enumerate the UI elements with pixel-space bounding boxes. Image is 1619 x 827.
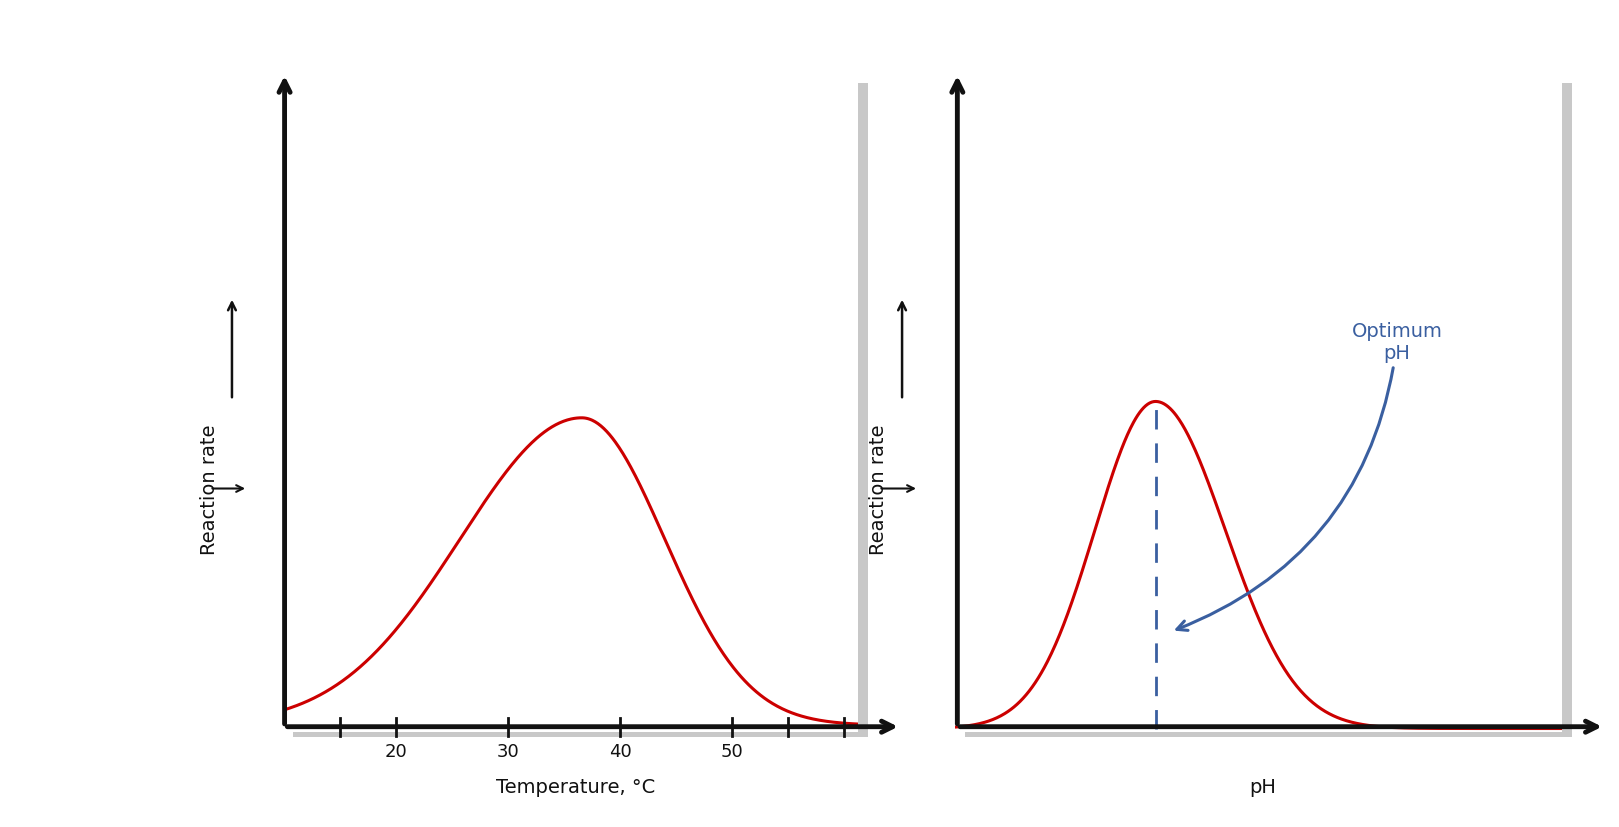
Text: pH: pH [1250, 777, 1276, 796]
Text: Optimum
pH: Optimum pH [1177, 322, 1443, 631]
Text: 50: 50 [720, 742, 743, 760]
Text: 30: 30 [497, 742, 520, 760]
Text: Temperature, °C: Temperature, °C [495, 777, 654, 796]
Text: 40: 40 [609, 742, 631, 760]
Text: 20: 20 [385, 742, 408, 760]
Text: Reaction rate: Reaction rate [201, 423, 219, 554]
Text: Reaction rate: Reaction rate [869, 423, 889, 554]
